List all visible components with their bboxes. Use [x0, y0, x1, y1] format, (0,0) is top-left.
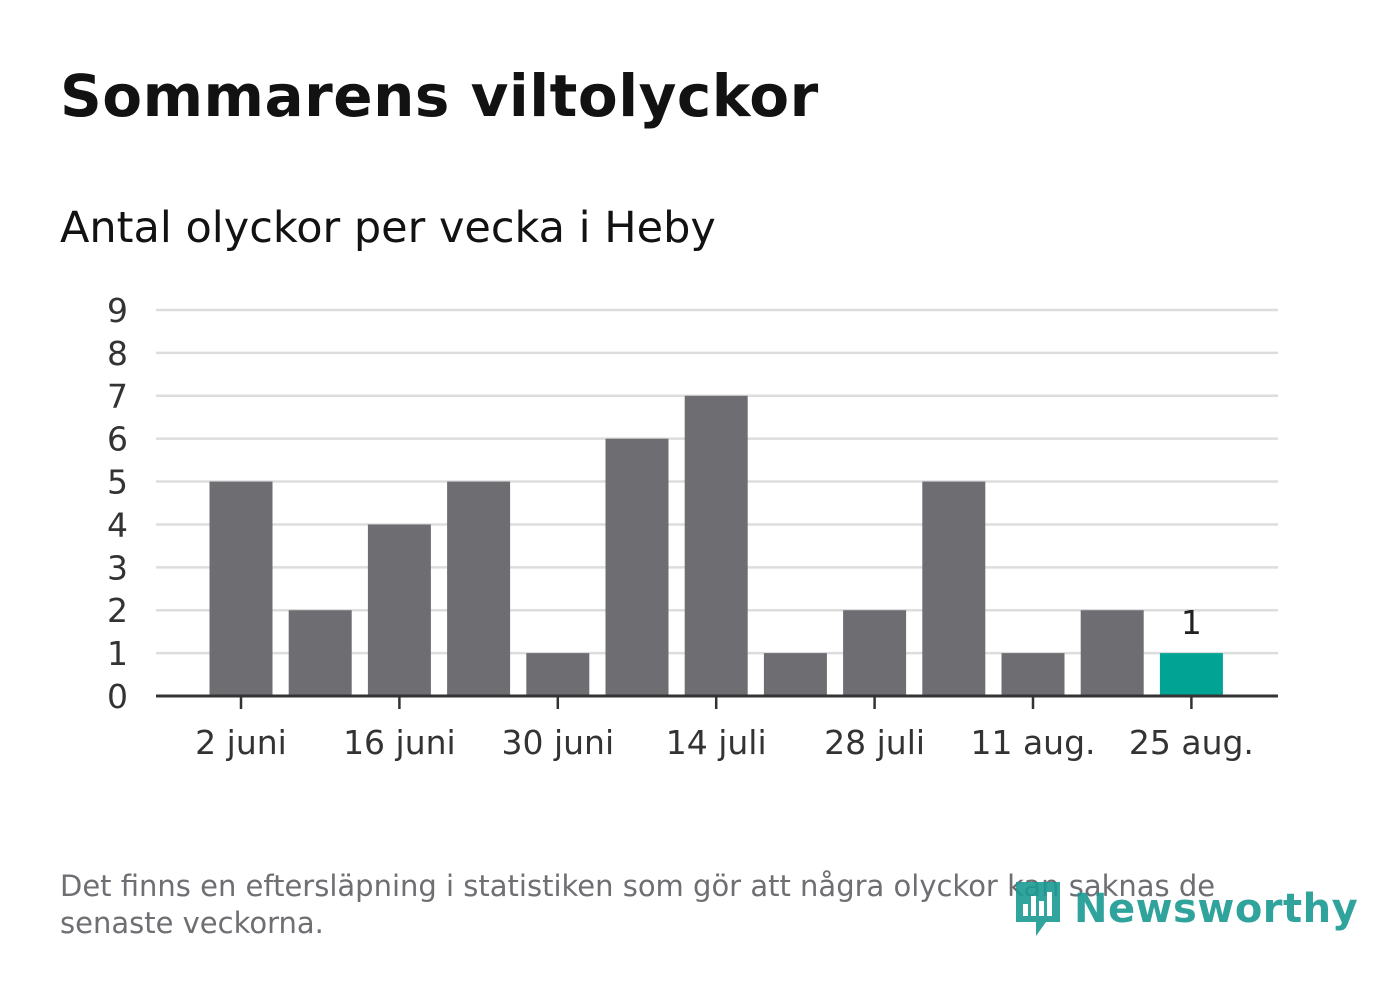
- y-tick-label: 5: [107, 463, 128, 502]
- y-tick-label: 0: [107, 677, 128, 716]
- y-tick-label: 8: [107, 334, 128, 373]
- bar: [605, 438, 669, 696]
- y-tick-label: 6: [107, 420, 128, 459]
- data-label: 1: [1181, 603, 1202, 642]
- newsworthy-logo: Newsworthy: [1012, 878, 1358, 940]
- bar: [1001, 653, 1065, 696]
- bar: [367, 524, 431, 696]
- y-tick-label: 3: [107, 548, 128, 587]
- bar: [843, 610, 907, 696]
- bar: [288, 610, 352, 696]
- x-tick-label: 11 aug.: [970, 723, 1095, 762]
- chart-subtitle: Antal olyckor per vecka i Heby: [60, 203, 716, 253]
- x-tick-label: 25 aug.: [1129, 723, 1254, 762]
- bar: [763, 653, 827, 696]
- bar: [684, 395, 748, 696]
- y-tick-label: 2: [107, 591, 128, 630]
- x-tick-label: 30 juni: [501, 723, 614, 762]
- bar: [447, 481, 511, 696]
- x-tick-label: 16 juni: [343, 723, 456, 762]
- bar: [922, 481, 986, 696]
- bar: [209, 481, 273, 696]
- y-tick-label: 7: [107, 377, 128, 416]
- x-tick-label: 2 juni: [195, 723, 287, 762]
- y-tick-label: 4: [107, 505, 128, 544]
- x-tick-label: 28 juli: [824, 723, 925, 762]
- newsworthy-chart-icon: [1016, 882, 1060, 936]
- bar: [526, 653, 590, 696]
- y-tick-label: 9: [107, 291, 128, 330]
- chart-title: Sommarens viltolyckor: [60, 62, 819, 130]
- logo-text: Newsworthy: [1074, 886, 1359, 932]
- y-tick-label: 1: [107, 634, 128, 673]
- bar: [1080, 610, 1144, 696]
- bar: [1159, 653, 1223, 696]
- x-tick-label: 14 juli: [666, 723, 767, 762]
